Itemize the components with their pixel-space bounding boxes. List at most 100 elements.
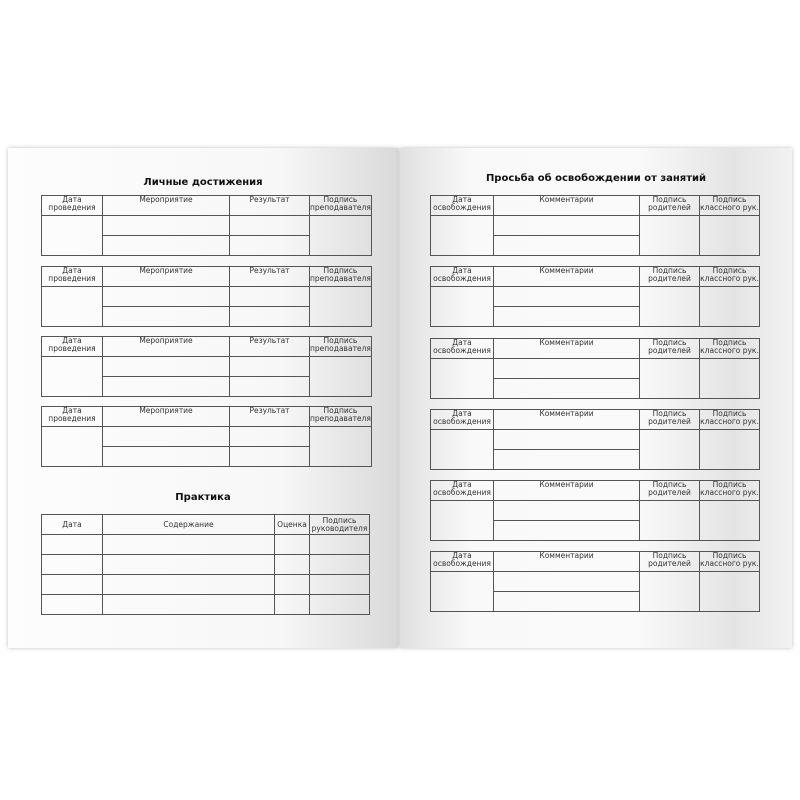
entry-cell[interactable] [309,534,370,555]
header-cell: Подпись классного рук. [699,338,760,359]
entry-cell[interactable] [493,520,640,541]
entry-cell[interactable] [309,554,370,575]
signature-cell[interactable] [699,571,760,612]
entry-cell[interactable] [493,286,640,307]
entry-cell[interactable] [229,286,310,307]
entry-cell[interactable] [229,376,310,397]
entry-cell[interactable] [309,594,370,615]
header-cell: Мероприятие [102,336,230,357]
signature-cell[interactable] [699,286,760,327]
signature-cell[interactable] [699,429,760,470]
entry-cell[interactable] [229,446,310,467]
entry-cell[interactable] [41,574,103,595]
entry-cell[interactable] [102,235,230,256]
entry-cell[interactable] [274,534,310,555]
entry-cell[interactable] [41,554,103,575]
release-table: Дата освобождения Комментарии Подпись роди… [430,266,760,327]
left-page: Личные достижения Практика Дата проведен… [8,148,398,648]
date-cell[interactable] [430,429,494,470]
date-cell[interactable] [430,571,494,612]
date-cell[interactable] [41,286,103,327]
header-cell: Подпись классного рук. [699,409,760,430]
entry-cell[interactable] [41,594,103,615]
entry-cell[interactable] [493,306,640,327]
entry-cell[interactable] [41,534,103,555]
entry-cell[interactable] [493,358,640,379]
header-cell: Мероприятие [102,266,230,287]
right-page: Просьба об освобождении от занятий Дата … [400,148,792,648]
signature-cell[interactable] [699,215,760,256]
release-table: Дата освобождения Комментарии Подпись роди… [430,195,760,256]
signature-cell[interactable] [639,500,700,541]
entry-cell[interactable] [102,376,230,397]
signature-cell[interactable] [309,356,372,397]
signature-cell[interactable] [699,358,760,399]
entry-cell[interactable] [229,235,310,256]
entry-cell[interactable] [229,356,310,377]
header-cell: Комментарии [493,480,640,501]
date-cell[interactable] [41,426,103,467]
header-cell: Дата освобождения [430,409,494,430]
entry-cell[interactable] [229,215,310,236]
entry-cell[interactable] [493,449,640,470]
header-cell: Комментарии [493,551,640,572]
date-cell[interactable] [41,356,103,397]
date-cell[interactable] [430,215,494,256]
header-cell: Мероприятие [102,195,230,216]
signature-cell[interactable] [639,429,700,470]
entry-cell[interactable] [493,500,640,521]
date-cell[interactable] [41,215,103,256]
header-cell: Дата проведения [41,195,103,216]
entry-cell[interactable] [102,554,275,575]
release-table: Дата освобождения Комментарии Подпись роди… [430,409,760,470]
header-cell: Подпись классного рук. [699,480,760,501]
practice-title: Практика [175,492,231,503]
entry-cell[interactable] [102,356,230,377]
header-cell: Подпись руководителя [309,514,370,535]
entry-cell[interactable] [102,574,275,595]
signature-cell[interactable] [699,500,760,541]
entry-cell[interactable] [229,306,310,327]
entry-cell[interactable] [102,534,275,555]
entry-cell[interactable] [102,446,230,467]
entry-cell[interactable] [102,426,230,447]
entry-cell[interactable] [102,215,230,236]
date-cell[interactable] [430,500,494,541]
achievement-table: Дата проведения Мероприятие Результат Подпи… [41,406,372,467]
signature-cell[interactable] [639,571,700,612]
entry-cell[interactable] [229,426,310,447]
entry-cell[interactable] [102,306,230,327]
entry-cell[interactable] [274,554,310,575]
date-cell[interactable] [430,286,494,327]
entry-cell[interactable] [493,378,640,399]
entry-cell[interactable] [102,594,275,615]
entry-cell[interactable] [493,215,640,236]
entry-cell[interactable] [274,574,310,595]
signature-cell[interactable] [639,215,700,256]
header-cell: Подпись преподавателя [309,336,372,357]
achievement-table: Дата проведения Мероприятие Результат Подпи… [41,336,372,397]
header-cell: Подпись родителей [639,266,700,287]
header-cell: Подпись родителей [639,195,700,216]
signature-cell[interactable] [309,215,372,256]
header-cell: Дата освобождения [430,551,494,572]
header-cell: Результат [229,336,310,357]
entry-cell[interactable] [493,571,640,592]
entry-cell[interactable] [102,286,230,307]
entry-cell[interactable] [274,594,310,615]
achievement-table: Дата проведения Мероприятие Результат Подпи… [41,195,372,256]
signature-cell[interactable] [639,286,700,327]
header-cell: Содержание [102,514,275,535]
entry-cell[interactable] [493,591,640,612]
signature-cell[interactable] [639,358,700,399]
signature-cell[interactable] [309,426,372,467]
header-cell: Дата освобождения [430,338,494,359]
release-table: Дата освобождения Комментарии Подпись роди… [430,480,760,541]
entry-cell[interactable] [309,574,370,595]
entry-cell[interactable] [493,235,640,256]
date-cell[interactable] [430,358,494,399]
header-cell: Подпись классного рук. [699,195,760,216]
signature-cell[interactable] [309,286,372,327]
header-cell: Комментарии [493,266,640,287]
entry-cell[interactable] [493,429,640,450]
